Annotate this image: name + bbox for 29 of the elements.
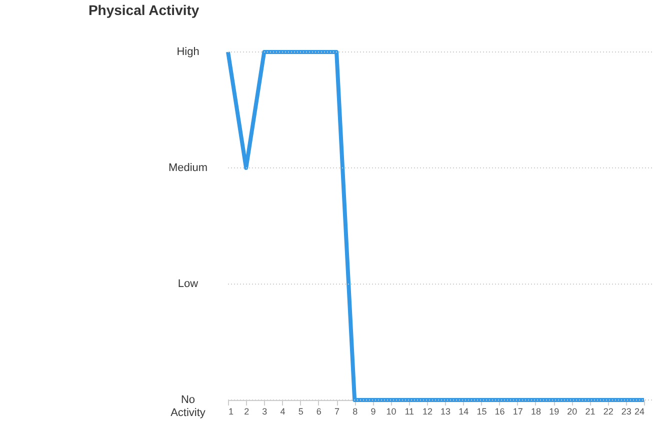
ref-line-label: Medium — [168, 162, 208, 174]
x-tick-label: 10 — [386, 406, 396, 416]
x-tick-label: 24 — [634, 406, 644, 416]
x-tick-label: 17 — [512, 406, 523, 416]
x-tick-label: 12 — [422, 406, 432, 416]
x-tick-label: 14 — [458, 406, 469, 416]
x-tick-label: 21 — [585, 406, 596, 416]
ref-line-label: Low — [178, 278, 198, 290]
x-tick-label: 4 — [280, 406, 286, 416]
x-tick-label: 5 — [298, 406, 304, 416]
x-tick-label: 9 — [370, 406, 376, 416]
ref-line-label: No Activity — [170, 394, 206, 419]
x-tick-label: 22 — [603, 406, 614, 416]
x-tick-label: 6 — [316, 406, 322, 416]
x-tick-label: 15 — [476, 406, 487, 416]
x-tick-label: 18 — [530, 406, 541, 416]
x-tick-label: 16 — [494, 406, 505, 416]
x-tick-label: 7 — [334, 406, 340, 416]
ref-line-label: High — [176, 46, 200, 58]
x-tick-label: 2 — [244, 406, 250, 416]
x-tick-label: 19 — [549, 406, 560, 416]
x-tick-label: 13 — [440, 406, 451, 416]
x-tick-label: 3 — [262, 406, 268, 416]
x-tick-label: 20 — [567, 406, 578, 416]
x-tick-label: 11 — [404, 406, 414, 416]
chart-title: Physical Activity — [88, 2, 200, 18]
x-tick-label: 1 — [228, 406, 234, 416]
x-tick-label: 23 — [621, 406, 632, 416]
x-tick-label: 8 — [352, 406, 358, 416]
